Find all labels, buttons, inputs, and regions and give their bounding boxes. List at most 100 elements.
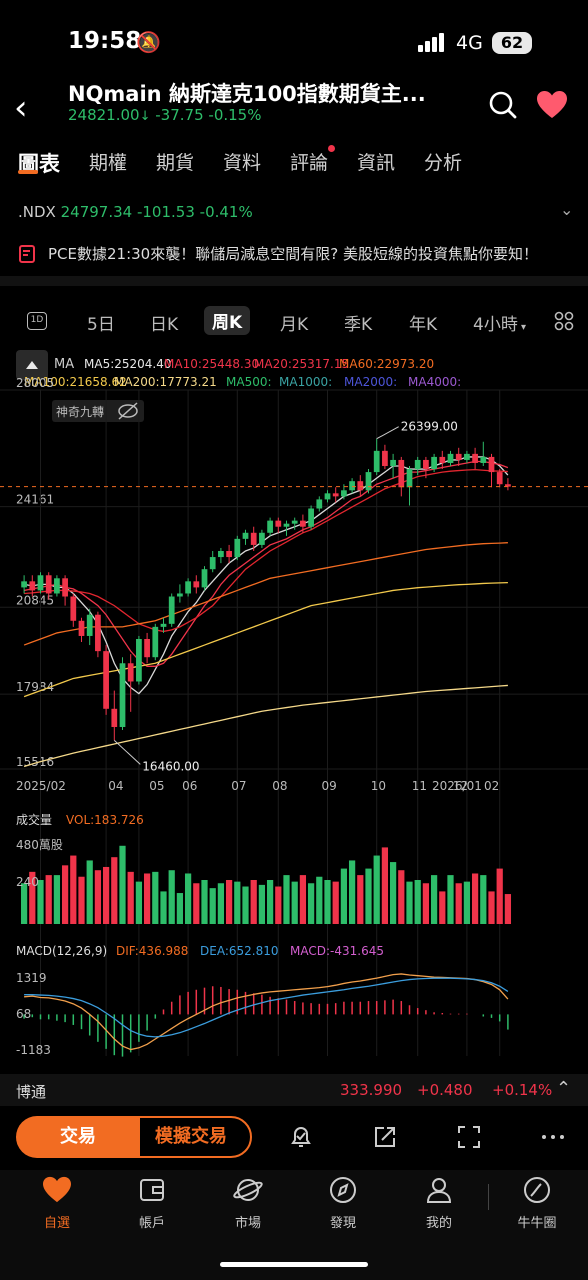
nav-label: 牛牛圈	[517, 1216, 557, 1231]
volume-bar	[463, 881, 471, 924]
ma-line-ma10	[23, 460, 509, 667]
bottom-nav: 自選 帳戶 市場 發現 我的 牛牛圈	[0, 1170, 588, 1280]
volume-bar	[119, 845, 126, 924]
network-type: 4G	[456, 32, 483, 54]
index-quote-row[interactable]: .NDX 24797.34 -101.53 -0.41%	[18, 203, 253, 221]
period-month[interactable]: 月K	[280, 315, 309, 335]
nav-market[interactable]: 市場	[213, 1176, 283, 1231]
tab-options[interactable]: 期權	[89, 152, 128, 174]
ticker-bar[interactable]: 博通 333.990 +0.480 +0.14% ⌃	[0, 1074, 588, 1106]
candle	[37, 575, 44, 591]
ticker-price: 333.990	[340, 1081, 403, 1099]
ma-legend: MA5:25204.40MA10:25448.30MA20:25317.15MA…	[24, 357, 461, 389]
volume-bar	[242, 886, 249, 924]
candle	[119, 663, 126, 728]
candle	[111, 708, 118, 728]
search-icon[interactable]	[488, 90, 518, 120]
volume-bar	[406, 881, 413, 924]
back-button[interactable]: ‹	[14, 88, 28, 128]
candle	[390, 459, 396, 467]
sim-trade-button[interactable]: 模擬交易	[130, 1116, 252, 1158]
candle	[193, 581, 200, 588]
period-5d[interactable]: 5日	[87, 315, 115, 335]
tab-comments[interactable]: 評論	[290, 152, 329, 174]
news-banner[interactable]: PCE數據21:30來襲！聯儲局減息空間有限? 美股短線的投資焦點你要知！	[0, 232, 588, 274]
clock: 19:58	[68, 28, 142, 54]
nav-label: 帳戶	[138, 1216, 165, 1231]
macd-dif-line	[24, 973, 509, 1051]
volume-bar	[357, 875, 364, 924]
ma-line-ma60	[23, 542, 508, 646]
period-year[interactable]: 年K	[409, 315, 438, 335]
volume-bar	[61, 865, 69, 924]
candle	[414, 459, 421, 470]
tab-analysis[interactable]: 分析	[424, 152, 463, 174]
share-icon[interactable]	[372, 1124, 398, 1150]
volume-bar	[53, 875, 61, 924]
ma-line-ma5	[23, 456, 509, 695]
ticker-change-pct: +0.14%	[492, 1081, 553, 1099]
nav-discover[interactable]: 發現	[308, 1176, 378, 1231]
eye-hidden-icon[interactable]	[118, 402, 138, 420]
battery-icon: 62	[492, 32, 532, 54]
favorite-heart-icon[interactable]	[536, 90, 568, 120]
ma-legend-item: MA60:22973.20	[339, 357, 434, 371]
page-title: NQmain 納斯達克100指數期貨主...	[68, 82, 426, 106]
macd-hist-value: MACD:-431.645	[290, 944, 384, 958]
volume-bar	[143, 873, 151, 924]
nav-me[interactable]: 我的	[404, 1176, 474, 1231]
candle	[357, 481, 364, 491]
grid-layout-icon[interactable]	[554, 311, 574, 331]
candle	[259, 532, 265, 545]
volume-bar	[348, 860, 356, 924]
calendar-1d-icon[interactable]: 1D	[27, 312, 47, 330]
kline-chart[interactable]: MA MA5:25204.40MA10:25448.30MA20:25317.1…	[0, 344, 588, 1064]
volume-bar	[389, 862, 397, 924]
candle	[341, 490, 347, 497]
period-quarter[interactable]: 季K	[344, 315, 373, 335]
fullscreen-icon[interactable]	[456, 1124, 482, 1150]
ma-legend-item: MA4000:	[408, 375, 461, 389]
x-tick-label: 08	[272, 779, 287, 793]
volume-bar	[439, 891, 446, 924]
chevron-down-icon[interactable]: ⌄	[560, 200, 574, 219]
candle	[78, 620, 85, 636]
candle	[234, 538, 241, 558]
candle	[447, 453, 454, 463]
nav-account[interactable]: 帳戶	[117, 1176, 187, 1231]
x-tick-label: 11	[412, 779, 427, 793]
tab-news[interactable]: 資訊	[357, 152, 396, 174]
nav-community[interactable]: 牛牛圈	[502, 1176, 572, 1231]
volume-bar	[250, 880, 257, 924]
volume-bar	[78, 876, 85, 924]
home-indicator	[220, 1262, 368, 1267]
person-icon	[426, 1178, 452, 1203]
volume-bar	[291, 881, 298, 924]
period-week[interactable]: 周K	[204, 306, 251, 335]
candle	[45, 575, 52, 594]
more-icon[interactable]	[540, 1124, 566, 1150]
volume-bar	[184, 873, 192, 924]
tab-data[interactable]: 資料	[223, 152, 262, 174]
nav-watchlist[interactable]: 自選	[22, 1176, 92, 1231]
volume-bar	[193, 883, 200, 924]
indicator-tag-label: 神奇九轉	[56, 405, 104, 419]
candle	[103, 651, 109, 709]
period-day[interactable]: 日K	[150, 315, 179, 335]
candle	[300, 520, 306, 527]
macd-pane: MACD(12,26,9) DIF:436.988 DEA:652.810 MACD:…	[16, 944, 509, 1057]
price-alert-icon[interactable]	[288, 1124, 314, 1150]
candle	[455, 453, 462, 460]
tab-futures[interactable]: 期貨	[156, 152, 195, 174]
candle	[316, 499, 323, 509]
period-4h[interactable]: 4小時 ▾	[473, 315, 527, 335]
section-divider	[0, 276, 588, 286]
trade-button[interactable]: 交易	[16, 1116, 140, 1158]
chevron-up-icon[interactable]: ⌃	[556, 1078, 572, 1099]
macd-tick-label: 1319	[16, 971, 47, 985]
candle	[136, 638, 142, 682]
candle	[95, 614, 101, 652]
low-price-label: 16460.00	[142, 759, 199, 773]
candle	[185, 581, 191, 594]
